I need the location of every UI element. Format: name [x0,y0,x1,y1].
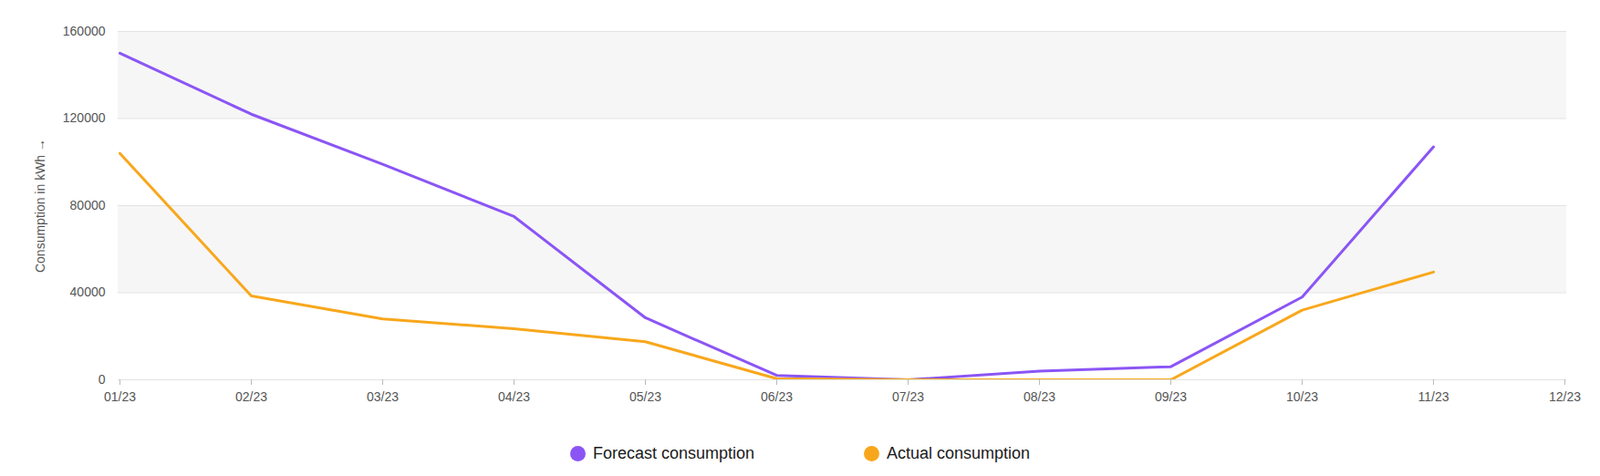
svg-text:02/23: 02/23 [235,389,268,405]
svg-text:12/23: 12/23 [1548,389,1581,405]
svg-text:01/23: 01/23 [103,389,136,405]
svg-text:Consumption in kWh →: Consumption in kWh → [32,138,48,273]
svg-text:11/23: 11/23 [1418,389,1450,405]
svg-text:09/23: 09/23 [1154,389,1187,405]
html-text:Actual consumption: Actual consumption [886,443,1030,463]
svg-text:07/23: 07/23 [892,389,925,405]
svg-text:0: 0 [98,372,106,387]
svg-text:40000: 40000 [70,284,106,300]
svg-text:05/23: 05/23 [629,389,662,405]
svg-text:03/23: 03/23 [366,389,399,405]
html-text:Forecast consumption: Forecast consumption [592,443,755,463]
svg-text:160000: 160000 [62,23,106,39]
svg-text:08/23: 08/23 [1023,389,1056,405]
svg-text:120000: 120000 [62,110,106,125]
svg-text:04/23: 04/23 [498,389,530,405]
svg-text:06/23: 06/23 [760,389,793,405]
svg-text:10/23: 10/23 [1286,389,1319,405]
svg-text:80000: 80000 [70,197,106,213]
